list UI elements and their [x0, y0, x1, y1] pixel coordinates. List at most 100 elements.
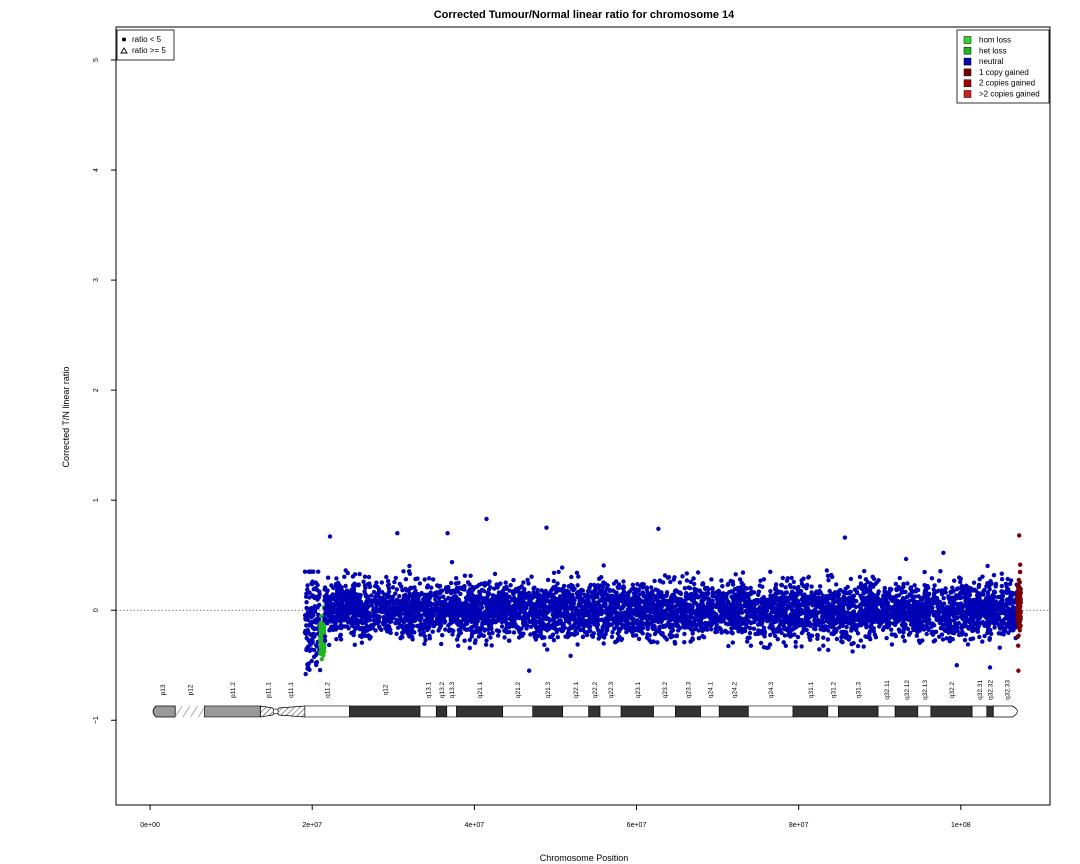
data-point	[893, 581, 898, 587]
data-point	[752, 617, 757, 622]
data-point	[499, 624, 505, 629]
data-point	[747, 626, 753, 631]
data-point	[310, 579, 315, 584]
data-point	[944, 636, 949, 641]
data-point	[502, 635, 507, 640]
data-point	[809, 633, 815, 638]
data-point	[875, 591, 881, 596]
data-point	[496, 590, 502, 595]
data-point	[305, 583, 310, 588]
data-point	[607, 588, 612, 594]
data-point	[858, 638, 863, 643]
data-point	[702, 605, 707, 610]
data-point	[439, 641, 444, 647]
data-point	[877, 624, 882, 629]
x-tick-label: 0e+00	[140, 822, 160, 829]
data-point	[315, 605, 320, 610]
data-point	[319, 625, 324, 630]
data-point	[806, 631, 811, 637]
data-point	[444, 585, 449, 590]
data-point	[531, 586, 536, 591]
data-point	[371, 589, 377, 595]
data-point	[364, 598, 370, 603]
data-point	[931, 601, 936, 606]
data-point	[958, 579, 963, 585]
data-point	[662, 573, 668, 578]
data-point	[767, 642, 773, 647]
data-point	[468, 573, 473, 578]
data-point	[686, 585, 691, 590]
data-point	[952, 578, 957, 583]
data-point	[333, 620, 338, 626]
data-point	[914, 633, 919, 638]
data-point	[568, 653, 573, 658]
data-point	[511, 630, 517, 635]
data-point	[409, 599, 415, 604]
data-point	[422, 641, 427, 646]
data-point	[527, 668, 532, 673]
data-point	[759, 628, 764, 634]
data-point	[938, 569, 943, 574]
data-point	[922, 569, 927, 575]
data-point	[315, 582, 320, 588]
data-point	[413, 617, 419, 622]
data-point	[950, 637, 955, 642]
data-point	[339, 618, 344, 623]
data-point	[392, 579, 397, 585]
y-tick-label: 1	[93, 498, 100, 502]
data-point	[322, 641, 327, 647]
data-point	[972, 587, 977, 593]
data-point	[664, 592, 669, 598]
data-point	[327, 642, 332, 648]
data-point	[957, 575, 962, 580]
data-point	[425, 583, 431, 588]
data-point	[968, 637, 973, 642]
data-point	[688, 594, 693, 599]
data-point	[320, 649, 325, 654]
data-point	[311, 654, 317, 660]
data-point	[449, 560, 455, 565]
data-point	[367, 617, 373, 623]
data-point	[374, 580, 379, 585]
data-point	[677, 580, 683, 585]
data-point	[670, 592, 675, 598]
data-point	[430, 629, 435, 634]
data-point	[700, 633, 705, 639]
data-point	[347, 611, 352, 616]
data-point	[963, 595, 968, 600]
data-point	[690, 636, 695, 641]
data-point	[346, 626, 351, 631]
data-point	[545, 647, 550, 652]
data-point	[467, 637, 472, 643]
data-point	[850, 624, 855, 629]
x-tick-label: 8e+07	[789, 822, 809, 829]
data-point	[310, 593, 315, 598]
data-point	[902, 638, 907, 644]
data-point	[377, 615, 382, 620]
data-point	[821, 643, 826, 648]
data-point	[804, 583, 809, 588]
data-point	[625, 619, 630, 624]
data-point	[337, 583, 342, 588]
data-point	[462, 584, 467, 589]
data-point	[893, 633, 898, 639]
data-point	[562, 625, 568, 630]
data-point	[425, 627, 430, 633]
data-point	[872, 596, 877, 602]
data-point	[691, 576, 696, 581]
data-point	[718, 627, 723, 632]
data-point	[709, 577, 714, 582]
data-point	[666, 575, 672, 580]
data-point	[940, 637, 946, 642]
data-point	[783, 585, 788, 590]
data-point	[567, 620, 572, 625]
data-point	[673, 588, 679, 593]
data-point	[304, 623, 309, 628]
data-point	[936, 578, 942, 583]
data-point	[834, 636, 840, 642]
data-point	[516, 635, 522, 640]
data-point	[1007, 581, 1013, 587]
data-point	[576, 612, 581, 618]
data-point	[402, 615, 408, 621]
